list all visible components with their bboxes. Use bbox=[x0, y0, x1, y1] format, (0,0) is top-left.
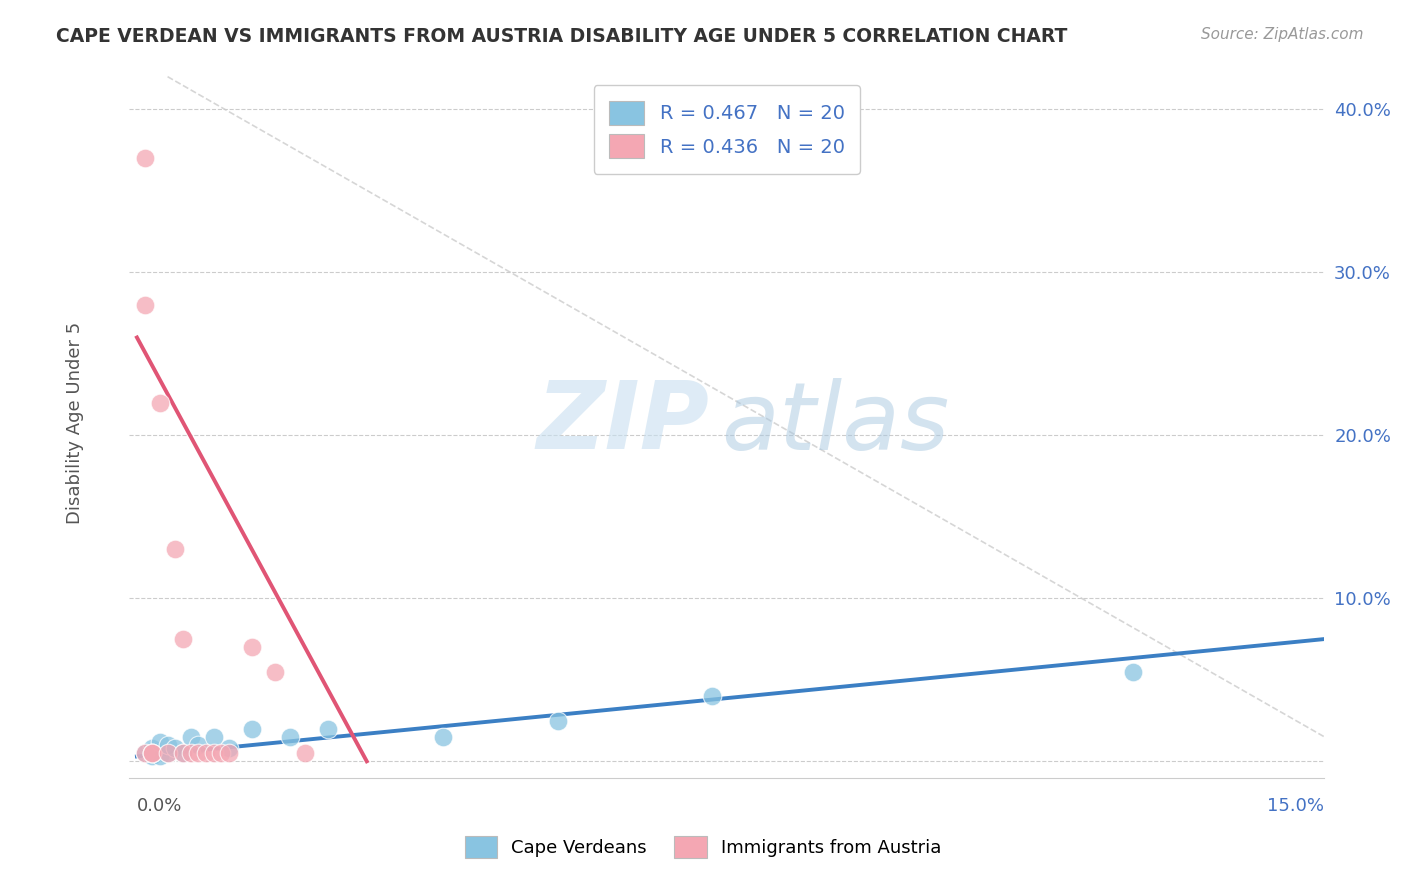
Point bbox=[141, 746, 163, 760]
Text: Disability Age Under 5: Disability Age Under 5 bbox=[66, 322, 84, 524]
Point bbox=[141, 741, 163, 756]
Point bbox=[172, 746, 194, 760]
Point bbox=[202, 730, 225, 744]
Point bbox=[149, 735, 172, 749]
Point bbox=[294, 746, 316, 760]
Point bbox=[134, 151, 156, 165]
Point bbox=[156, 746, 179, 760]
Point bbox=[172, 632, 194, 646]
Point bbox=[134, 746, 156, 760]
Point bbox=[187, 738, 209, 752]
Point bbox=[278, 730, 301, 744]
Point bbox=[180, 746, 202, 760]
Text: 0.0%: 0.0% bbox=[136, 797, 183, 815]
Point bbox=[187, 746, 209, 760]
Point bbox=[141, 746, 163, 760]
Point bbox=[240, 722, 263, 736]
Point bbox=[209, 746, 232, 760]
Point bbox=[149, 395, 172, 409]
Point bbox=[141, 746, 163, 760]
Point bbox=[172, 746, 194, 760]
Text: atlas: atlas bbox=[721, 377, 949, 468]
Point bbox=[165, 542, 187, 557]
Point bbox=[547, 714, 569, 728]
Text: 15.0%: 15.0% bbox=[1267, 797, 1324, 815]
Point bbox=[202, 746, 225, 760]
Point bbox=[240, 640, 263, 655]
Point bbox=[134, 298, 156, 312]
Point bbox=[318, 722, 340, 736]
Legend: Cape Verdeans, Immigrants from Austria: Cape Verdeans, Immigrants from Austria bbox=[457, 829, 949, 865]
Point bbox=[218, 746, 240, 760]
Point bbox=[218, 741, 240, 756]
Point bbox=[156, 746, 179, 760]
Point bbox=[180, 730, 202, 744]
Point bbox=[149, 749, 172, 764]
Point bbox=[165, 741, 187, 756]
Point bbox=[134, 746, 156, 760]
Point bbox=[194, 746, 217, 760]
Point bbox=[156, 738, 179, 752]
Text: Source: ZipAtlas.com: Source: ZipAtlas.com bbox=[1201, 27, 1364, 42]
Point bbox=[263, 665, 285, 679]
Point bbox=[141, 749, 163, 764]
Text: CAPE VERDEAN VS IMMIGRANTS FROM AUSTRIA DISABILITY AGE UNDER 5 CORRELATION CHART: CAPE VERDEAN VS IMMIGRANTS FROM AUSTRIA … bbox=[56, 27, 1067, 45]
Point bbox=[700, 689, 723, 703]
Point bbox=[432, 730, 454, 744]
Text: ZIP: ZIP bbox=[536, 377, 709, 469]
Point bbox=[1122, 665, 1144, 679]
Legend: R = 0.467   N = 20, R = 0.436   N = 20: R = 0.467 N = 20, R = 0.436 N = 20 bbox=[593, 86, 860, 174]
